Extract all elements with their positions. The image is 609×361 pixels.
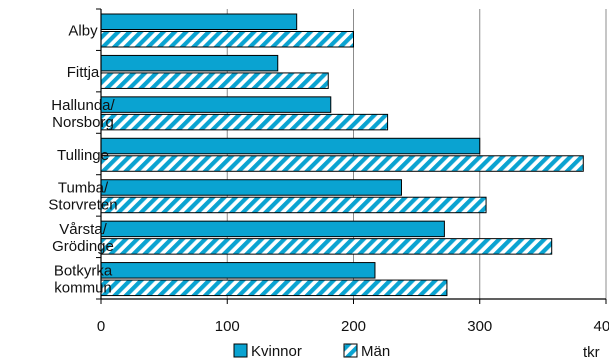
bar-kvinnor xyxy=(100,96,332,113)
legend-swatch xyxy=(343,343,358,358)
x-tick-label: 400 xyxy=(593,318,609,335)
bar-män xyxy=(100,155,584,172)
category-label: Storvreten xyxy=(48,197,117,214)
bar-män xyxy=(100,238,553,255)
category-label: Alby xyxy=(68,23,98,40)
x-tick-label: 200 xyxy=(341,318,366,335)
category-label: Tullinge xyxy=(57,147,109,164)
bar-män xyxy=(100,113,389,131)
bar-kvinnor xyxy=(100,137,481,155)
category-label: Fittja xyxy=(67,64,100,81)
bar-män xyxy=(100,279,448,297)
bar-kvinnor xyxy=(100,262,376,279)
bar-kvinnor xyxy=(100,179,402,196)
x-tick-label: 0 xyxy=(97,318,105,335)
category-label: Norsborg xyxy=(52,114,114,131)
x-tick-label: 100 xyxy=(215,318,240,335)
x-tick-label: 300 xyxy=(467,318,492,335)
bar-män xyxy=(100,196,487,214)
bars xyxy=(100,13,584,297)
legend-label: Män xyxy=(361,343,390,360)
axes xyxy=(96,8,607,304)
unit-label: tkr xyxy=(583,344,600,361)
category-label: Hallunda/ xyxy=(51,97,115,114)
legend: Kvinnor Män xyxy=(233,343,390,360)
legend-label: Kvinnor xyxy=(251,343,302,360)
category-labels: Alby Fittja Hallunda/Norsborg Tullinge Tumba… xyxy=(48,23,117,297)
bar-kvinnor xyxy=(100,13,298,30)
category-label: Vårsta/ xyxy=(59,221,107,238)
bar-kvinnor xyxy=(100,220,445,238)
bar-män xyxy=(100,72,329,89)
category-label: Botkyrka xyxy=(54,263,113,280)
bar-kvinnor xyxy=(100,54,279,72)
tick-labels: 0 100 200 300 400 xyxy=(97,318,609,335)
category-label: Grödinge xyxy=(52,238,114,255)
legend-swatch xyxy=(233,343,248,358)
bar-män xyxy=(100,31,354,48)
category-label: kommun xyxy=(54,280,112,297)
category-label: Tumba/ xyxy=(58,180,109,197)
